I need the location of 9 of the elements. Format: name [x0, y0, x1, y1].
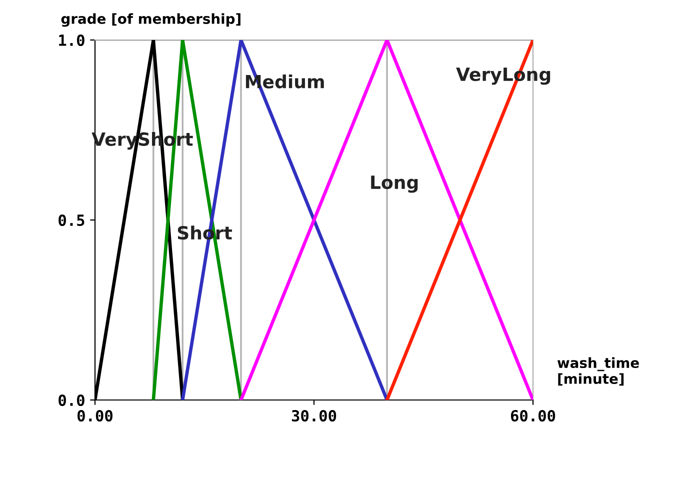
series-label: Long [371, 176, 418, 193]
y-axis-title: grade [of membership] [61, 13, 240, 27]
y-tick-label: 0.5 [58, 214, 84, 226]
x-axis-title: wash_time [minute] [557, 357, 639, 386]
y-tick-label: 1.0 [59, 34, 84, 46]
x-tick-label: 60.00 [510, 410, 556, 422]
x-tick-label: 0.00 [78, 410, 112, 422]
x-tick-label: 30.00 [292, 410, 336, 422]
y-tick-label: 0.0 [58, 394, 84, 406]
